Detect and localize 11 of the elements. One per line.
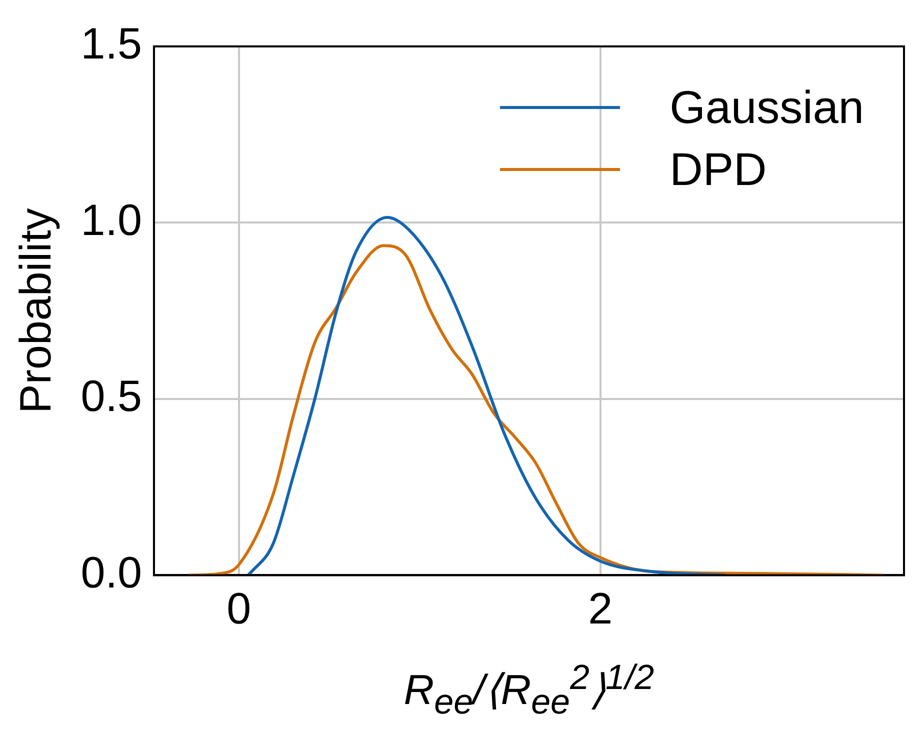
x-axis-title: R$_{ee}$/⟨R$_{ee}$$^{2}$⟩$^{1/2}$: [402, 658, 656, 722]
y-tick-label: 1.0: [80, 196, 142, 245]
legend-label: DPD: [670, 142, 767, 198]
line-series: [246, 216, 727, 576]
legend-label: Gaussian: [670, 80, 864, 136]
x-tick-label: 2: [588, 584, 613, 634]
x-tick-label: 0: [226, 584, 252, 634]
y-tick-label: 0.0: [80, 548, 142, 598]
y-axis-title: Probability: [12, 208, 61, 414]
y-tick-label: 0.5: [80, 372, 142, 422]
y-tick-label: 1.5: [80, 20, 142, 69]
